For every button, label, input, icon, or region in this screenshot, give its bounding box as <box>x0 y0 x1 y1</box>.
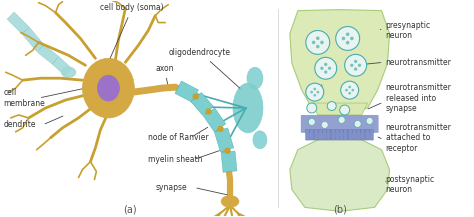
Ellipse shape <box>313 94 316 97</box>
Ellipse shape <box>350 37 354 40</box>
Ellipse shape <box>354 67 357 71</box>
Ellipse shape <box>340 105 350 115</box>
Text: postsynaptic
neuron: postsynaptic neuron <box>385 175 435 194</box>
Ellipse shape <box>316 45 319 48</box>
Ellipse shape <box>346 33 349 36</box>
Ellipse shape <box>358 64 361 67</box>
Ellipse shape <box>233 83 263 133</box>
Ellipse shape <box>218 126 223 131</box>
FancyBboxPatch shape <box>369 130 374 140</box>
Ellipse shape <box>221 196 239 207</box>
Text: cell
membrane: cell membrane <box>4 88 46 108</box>
Ellipse shape <box>320 67 324 70</box>
Ellipse shape <box>308 118 315 125</box>
Ellipse shape <box>354 60 357 63</box>
FancyBboxPatch shape <box>322 130 327 140</box>
FancyBboxPatch shape <box>361 130 365 140</box>
Polygon shape <box>203 108 226 132</box>
FancyBboxPatch shape <box>301 115 379 133</box>
Ellipse shape <box>328 67 331 70</box>
Polygon shape <box>191 92 213 115</box>
Ellipse shape <box>345 54 366 76</box>
FancyBboxPatch shape <box>318 130 322 140</box>
Polygon shape <box>22 27 45 52</box>
FancyBboxPatch shape <box>344 130 348 140</box>
Text: neurotransmitter: neurotransmitter <box>385 58 451 67</box>
Ellipse shape <box>327 102 336 110</box>
FancyBboxPatch shape <box>310 130 314 140</box>
Text: oligodendrocyte: oligodendrocyte <box>169 48 240 88</box>
FancyBboxPatch shape <box>314 130 318 140</box>
Text: myelin sheath: myelin sheath <box>148 155 203 164</box>
Ellipse shape <box>350 64 354 67</box>
Ellipse shape <box>366 117 373 124</box>
Polygon shape <box>221 151 237 172</box>
FancyBboxPatch shape <box>352 130 356 140</box>
Text: synapse: synapse <box>155 183 187 192</box>
Polygon shape <box>214 128 234 152</box>
Ellipse shape <box>324 71 328 74</box>
Ellipse shape <box>341 81 359 99</box>
Ellipse shape <box>312 41 315 44</box>
Ellipse shape <box>348 92 351 95</box>
Ellipse shape <box>253 131 267 149</box>
Ellipse shape <box>338 117 345 123</box>
Ellipse shape <box>351 89 354 91</box>
Text: node of Ranvier: node of Ranvier <box>148 133 209 142</box>
Ellipse shape <box>82 58 134 118</box>
Text: presynaptic
neuron: presynaptic neuron <box>385 21 431 40</box>
Polygon shape <box>52 57 72 76</box>
Polygon shape <box>312 103 368 115</box>
Ellipse shape <box>313 88 316 90</box>
Ellipse shape <box>306 31 330 54</box>
FancyBboxPatch shape <box>365 130 369 140</box>
Ellipse shape <box>315 57 337 79</box>
Ellipse shape <box>348 86 351 88</box>
Text: dendrite: dendrite <box>4 120 36 129</box>
Polygon shape <box>290 137 390 211</box>
Ellipse shape <box>320 41 324 44</box>
Ellipse shape <box>321 122 328 128</box>
Text: (b): (b) <box>333 204 346 214</box>
Ellipse shape <box>345 89 348 91</box>
Ellipse shape <box>193 94 198 99</box>
Ellipse shape <box>225 148 230 153</box>
Ellipse shape <box>62 67 75 77</box>
Text: neurotransmitter
released into
synapse: neurotransmitter released into synapse <box>385 83 451 113</box>
Text: axon: axon <box>155 64 174 84</box>
Text: neurotransmitter
attached to
receptor: neurotransmitter attached to receptor <box>385 123 451 153</box>
Ellipse shape <box>346 41 349 44</box>
Ellipse shape <box>324 63 328 66</box>
Ellipse shape <box>316 36 319 40</box>
Ellipse shape <box>317 91 319 94</box>
Polygon shape <box>175 81 199 102</box>
Text: cell body (soma): cell body (soma) <box>100 3 164 60</box>
FancyBboxPatch shape <box>327 130 331 140</box>
FancyBboxPatch shape <box>335 130 339 140</box>
FancyBboxPatch shape <box>306 130 310 140</box>
FancyBboxPatch shape <box>356 130 361 140</box>
Ellipse shape <box>306 83 324 101</box>
Polygon shape <box>290 10 390 115</box>
Ellipse shape <box>206 109 211 114</box>
Ellipse shape <box>247 67 263 89</box>
Ellipse shape <box>354 120 361 127</box>
Text: (a): (a) <box>124 204 137 214</box>
Ellipse shape <box>310 91 313 94</box>
Ellipse shape <box>342 37 345 40</box>
Ellipse shape <box>98 75 119 101</box>
Ellipse shape <box>307 103 317 113</box>
Ellipse shape <box>336 26 360 50</box>
FancyBboxPatch shape <box>339 130 344 140</box>
FancyBboxPatch shape <box>331 130 335 140</box>
FancyBboxPatch shape <box>348 130 352 140</box>
Polygon shape <box>7 12 29 34</box>
Polygon shape <box>37 44 59 64</box>
